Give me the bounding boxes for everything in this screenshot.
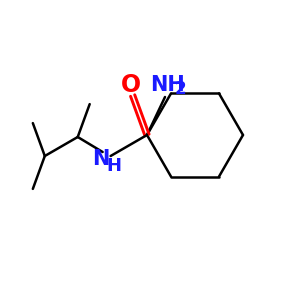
Text: NH: NH [150,75,184,95]
Text: N: N [92,149,109,169]
Text: H: H [106,157,121,175]
Text: O: O [121,73,141,97]
Text: 2: 2 [174,80,186,98]
